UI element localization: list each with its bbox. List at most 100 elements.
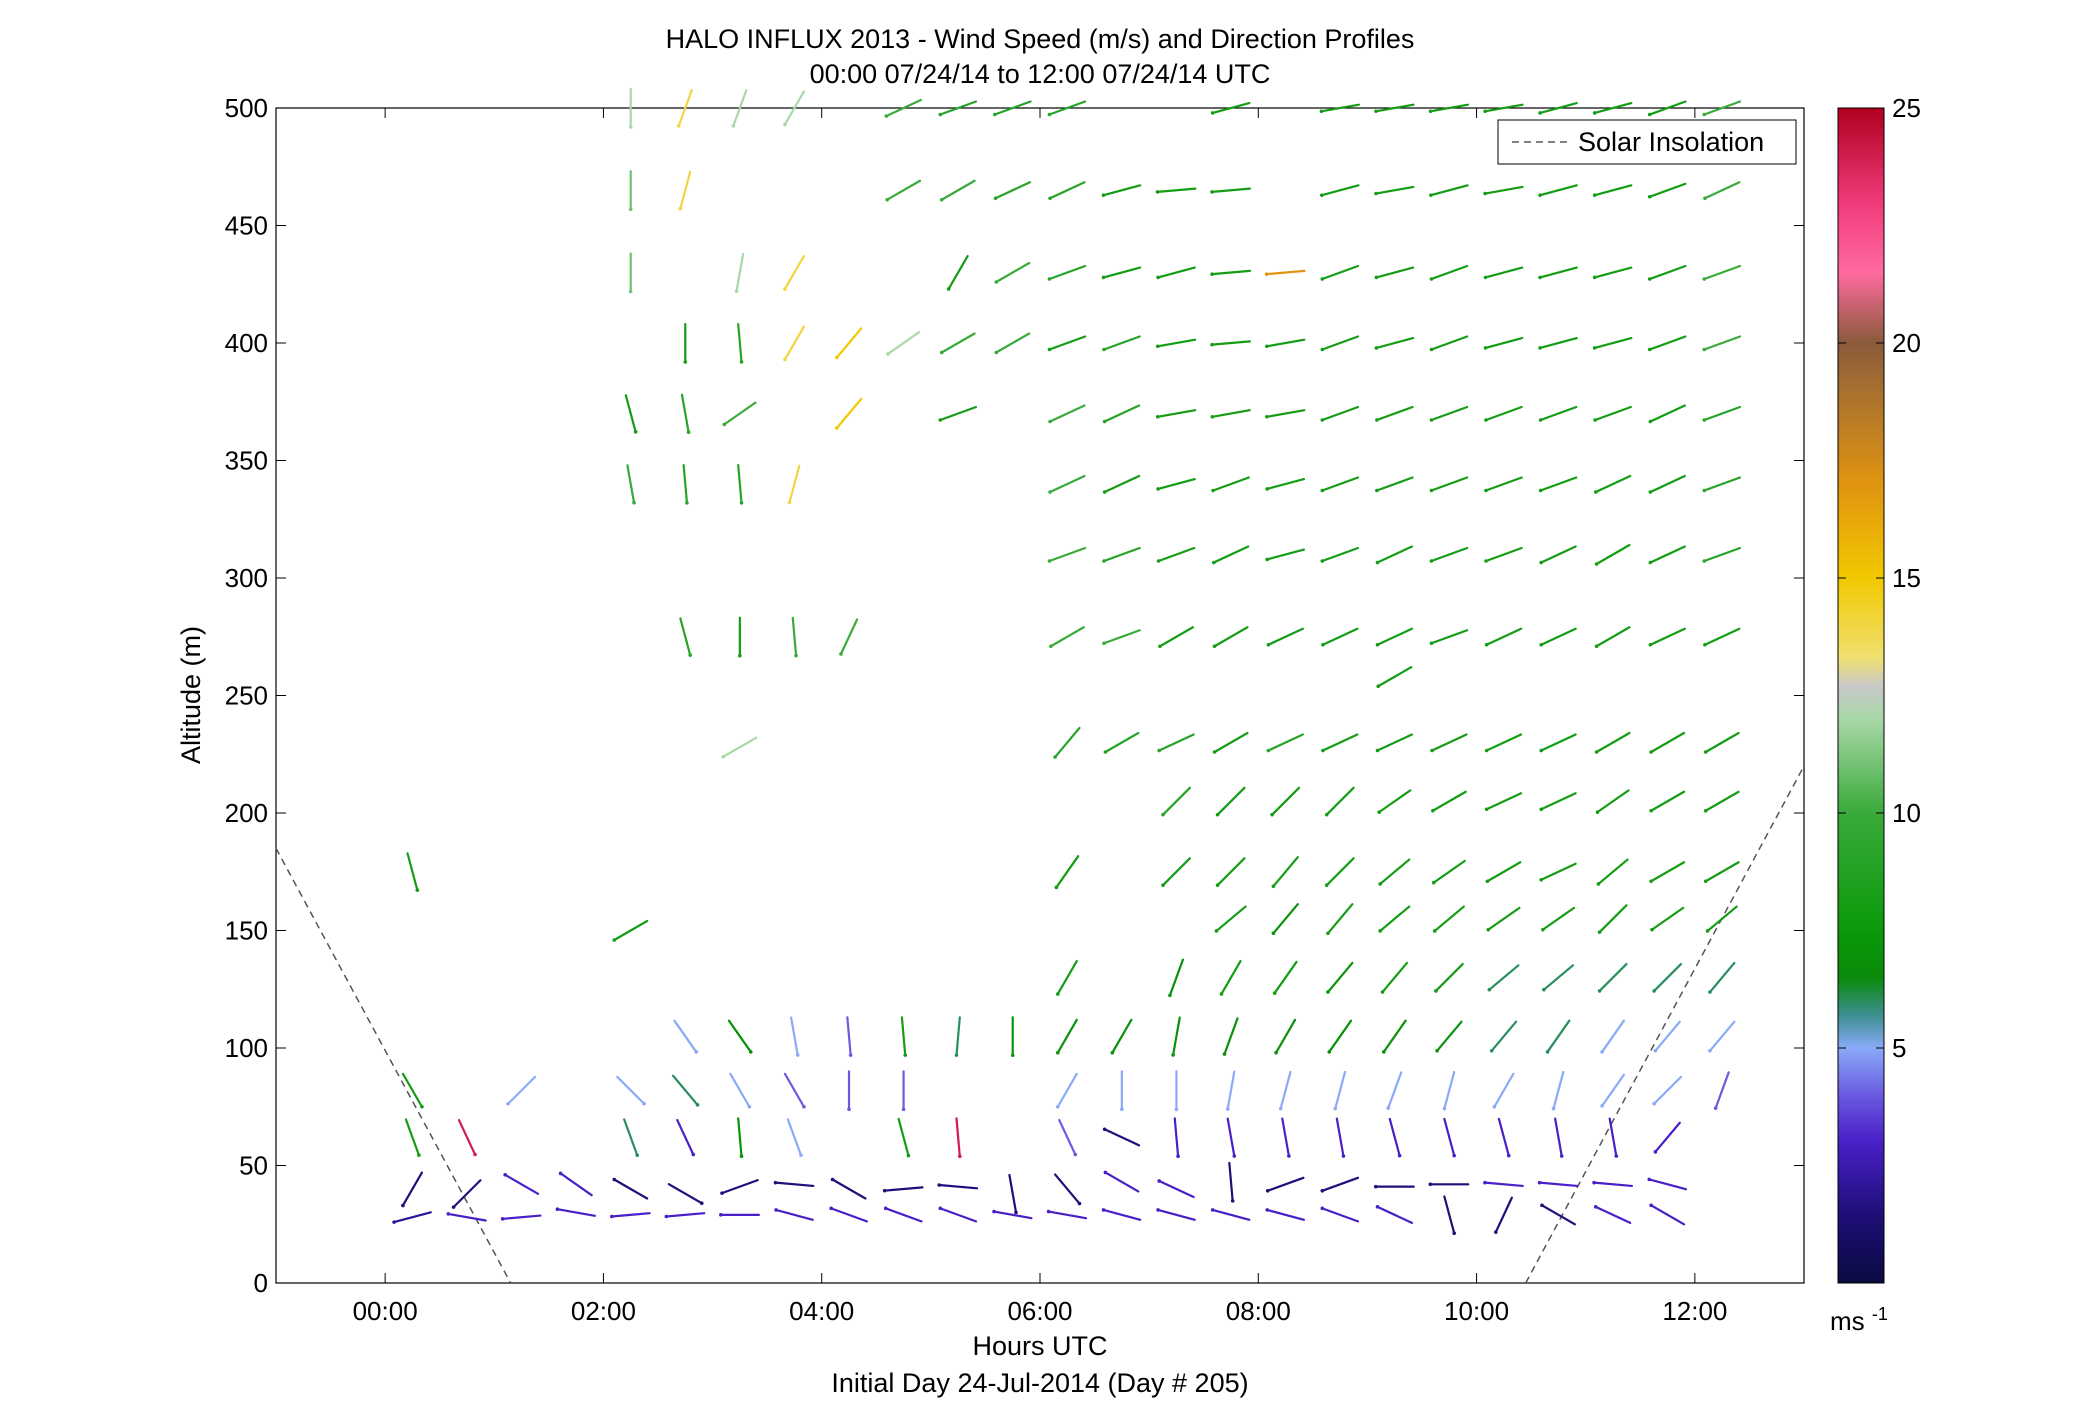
wind-barb-head (1429, 193, 1433, 197)
wind-barb (1215, 905, 1247, 933)
wind-barb-head (506, 1101, 510, 1106)
wind-barb-head (747, 1104, 752, 1109)
wind-barb-head (1713, 1106, 1718, 1110)
x-tick-label: 00:00 (353, 1296, 418, 1326)
wind-barb-head (783, 122, 787, 127)
wind-barb-head (1174, 1107, 1179, 1112)
wind-barb-head (939, 197, 944, 202)
wind-barb (1321, 264, 1360, 281)
wind-barb-head (1649, 808, 1653, 813)
plot-frame (275, 107, 1805, 1284)
wind-barb-head (748, 1050, 753, 1054)
wind-barb (737, 1117, 743, 1158)
wind-barb (900, 1016, 907, 1057)
wind-barb (1048, 181, 1086, 200)
wind-barb (1213, 626, 1249, 648)
y-axis-label: Altitude (m) (176, 626, 206, 764)
wind-barb-head (1538, 193, 1542, 197)
wind-barb (1484, 476, 1523, 492)
wind-barb-head (1048, 419, 1052, 424)
wind-barb (1048, 335, 1087, 351)
x-axis-label: Hours UTC (972, 1331, 1107, 1361)
wind-barb-head (1593, 418, 1597, 422)
wind-barb (1266, 548, 1306, 561)
wind-barb (1443, 1117, 1456, 1157)
wind-barb-head (503, 1173, 507, 1177)
wind-barb-head (683, 360, 688, 364)
wind-barb (1538, 101, 1578, 115)
wind-barb-head (1073, 1152, 1078, 1157)
wind-barb (1321, 476, 1360, 492)
y-tick-label: 250 (225, 681, 268, 711)
wind-barb (1226, 1070, 1236, 1111)
wind-barb-head (1489, 1049, 1494, 1053)
wind-barb-head (1210, 414, 1215, 419)
wind-barb (939, 1207, 978, 1223)
wind-barb (1653, 1075, 1683, 1105)
wind-barb-head (1600, 1104, 1604, 1108)
wind-barb-head (1320, 277, 1325, 281)
wind-barb (1056, 1018, 1078, 1054)
wind-barb (1265, 269, 1306, 276)
wind-barb-head (739, 360, 744, 364)
wind-barb-head (1274, 1050, 1278, 1055)
wind-barb (1540, 862, 1577, 881)
wind-barb-head (1551, 1106, 1556, 1111)
wind-barb-head (1054, 885, 1059, 890)
wind-barb (1431, 790, 1467, 812)
wind-barb-head (1539, 560, 1544, 565)
wind-barb (727, 1019, 752, 1053)
legend-entry-solar-insolation: Solar Insolation (1578, 127, 1764, 157)
wind-barb (1704, 861, 1740, 883)
y-axis: 0 50 100 150 200 250 300 350 400 450 500 (225, 93, 1804, 1298)
wind-barb (452, 1179, 482, 1209)
wind-barb-head (1210, 190, 1214, 194)
wind-barb (613, 919, 649, 942)
wind-barb (1484, 336, 1524, 350)
wind-barb-head (642, 1101, 646, 1106)
wind-barb-head (1429, 559, 1434, 563)
wind-barb (1493, 1072, 1515, 1108)
wind-barb-head (1486, 927, 1491, 932)
wind-barb-head (1703, 808, 1708, 813)
wind-barb (1649, 474, 1686, 494)
wind-barb (1703, 181, 1741, 200)
wind-barb (1593, 266, 1633, 279)
wind-barb-head (1506, 1153, 1511, 1158)
wind-barb-head (954, 1053, 959, 1057)
wind-barb-head (1596, 882, 1601, 886)
wind-barb (1703, 335, 1742, 351)
wind-barb (1226, 1117, 1236, 1158)
wind-barb-head (1592, 1180, 1596, 1185)
wind-barb-head (1397, 1153, 1402, 1158)
wind-barb-head (691, 1152, 696, 1157)
wind-barb (1049, 626, 1085, 648)
wind-barb-head (1702, 347, 1707, 352)
wind-barb-head (1492, 1104, 1497, 1109)
wind-barb-head (1375, 418, 1379, 422)
wind-barb-head (1103, 1170, 1108, 1175)
wind-barb-head (720, 1191, 724, 1195)
wind-barb-head (787, 500, 792, 505)
x-tick-label: 06:00 (1007, 1296, 1072, 1326)
wind-barb-head (1703, 642, 1707, 647)
wind-barb (722, 736, 758, 758)
y-tick-label: 0 (254, 1268, 268, 1298)
wind-barb (1375, 476, 1414, 492)
wind-barb (457, 1118, 477, 1156)
wind-barb-head (1647, 194, 1652, 199)
wind-barb (1111, 1018, 1133, 1054)
wind-barb (1161, 857, 1191, 887)
wind-barb-head (1592, 111, 1597, 115)
wind-barb (1104, 1171, 1140, 1193)
wind-barb-head (1375, 488, 1379, 493)
wind-barb (1210, 340, 1252, 346)
wind-barb (790, 1016, 799, 1057)
wind-barb-head (1156, 275, 1160, 280)
wind-barb (401, 1072, 424, 1108)
wind-barb-head (1102, 490, 1107, 494)
wind-barb (1210, 269, 1252, 276)
wind-barb (1484, 405, 1523, 422)
wind-barb (1267, 733, 1304, 752)
wind-barb-head (1266, 748, 1271, 753)
